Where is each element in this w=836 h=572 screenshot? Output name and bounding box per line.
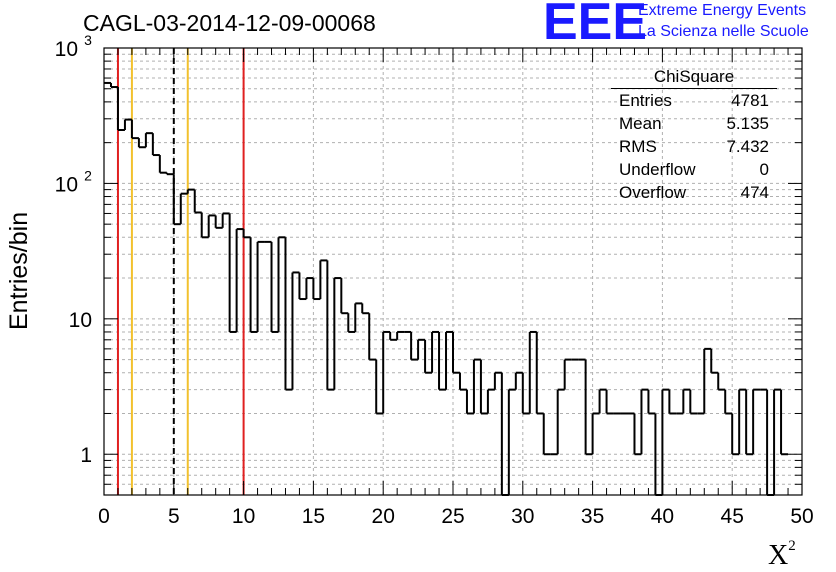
stats-label: Overflow xyxy=(619,183,687,202)
x-axis-label-base: X xyxy=(768,540,789,571)
stats-row-rms: RMS 7.432 xyxy=(611,135,777,158)
histogram-outline xyxy=(104,81,789,496)
reference-lines xyxy=(116,48,245,495)
y-tick-exponent: 2 xyxy=(84,167,92,183)
stats-value: 4781 xyxy=(731,91,769,110)
tick-labels: 0 5 10 15 20 25 30 35 40 45 50 1 10 10 2 10 3 xyxy=(55,32,814,528)
stats-label: Underflow xyxy=(619,160,696,179)
plot-frame xyxy=(103,47,803,496)
stats-box: ChiSquare Entries 4781 Mean 5.135 RMS 7.… xyxy=(611,67,777,204)
x-tick-label: 5 xyxy=(168,505,180,528)
stats-label: Mean xyxy=(619,114,662,133)
x-tick-label: 35 xyxy=(581,505,604,528)
stats-row-underflow: Underflow 0 xyxy=(611,158,777,181)
eee-logo: EEE xyxy=(543,0,648,51)
x-tick-label: 20 xyxy=(372,505,395,528)
stats-title: ChiSquare xyxy=(611,67,777,89)
y-tick-exponent: 3 xyxy=(84,32,92,48)
stats-label: RMS xyxy=(619,137,657,156)
y-tick-label: 10 xyxy=(69,309,92,332)
stats-row-overflow: Overflow 474 xyxy=(611,181,777,204)
x-tick-label: 25 xyxy=(441,505,464,528)
x-tick-label: 40 xyxy=(651,505,674,528)
stats-row-mean: Mean 5.135 xyxy=(611,112,777,135)
y-tick-label: 10 xyxy=(55,173,78,196)
stats-row-entries: Entries 4781 xyxy=(611,89,777,112)
x-tick-label: 30 xyxy=(511,505,534,528)
x-tick-label: 0 xyxy=(98,505,110,528)
stats-value: 474 xyxy=(740,183,769,202)
chart-title: CAGL-03-2014-12-09-00068 xyxy=(83,10,376,36)
y-axis-label: Entries/bin xyxy=(5,211,33,330)
x-tick-label: 45 xyxy=(721,505,744,528)
stats-value: 0 xyxy=(759,160,769,179)
x-tick-label: 15 xyxy=(302,505,325,528)
x-tick-label: 50 xyxy=(790,505,813,528)
logo-line-2: La Scienza nelle Scuole xyxy=(638,23,809,40)
y-tick-label: 10 xyxy=(55,38,78,61)
x-tick-label: 10 xyxy=(232,505,255,528)
x-axis-label-superscript: 2 xyxy=(788,538,796,554)
stats-label: Entries xyxy=(619,91,672,110)
x-axis-label: X2 xyxy=(768,538,796,572)
stats-value: 7.432 xyxy=(726,137,769,156)
stats-value: 5.135 xyxy=(726,114,769,133)
y-tick-label: 1 xyxy=(80,444,92,467)
logo-line-1: Extreme Energy Events xyxy=(638,2,807,19)
